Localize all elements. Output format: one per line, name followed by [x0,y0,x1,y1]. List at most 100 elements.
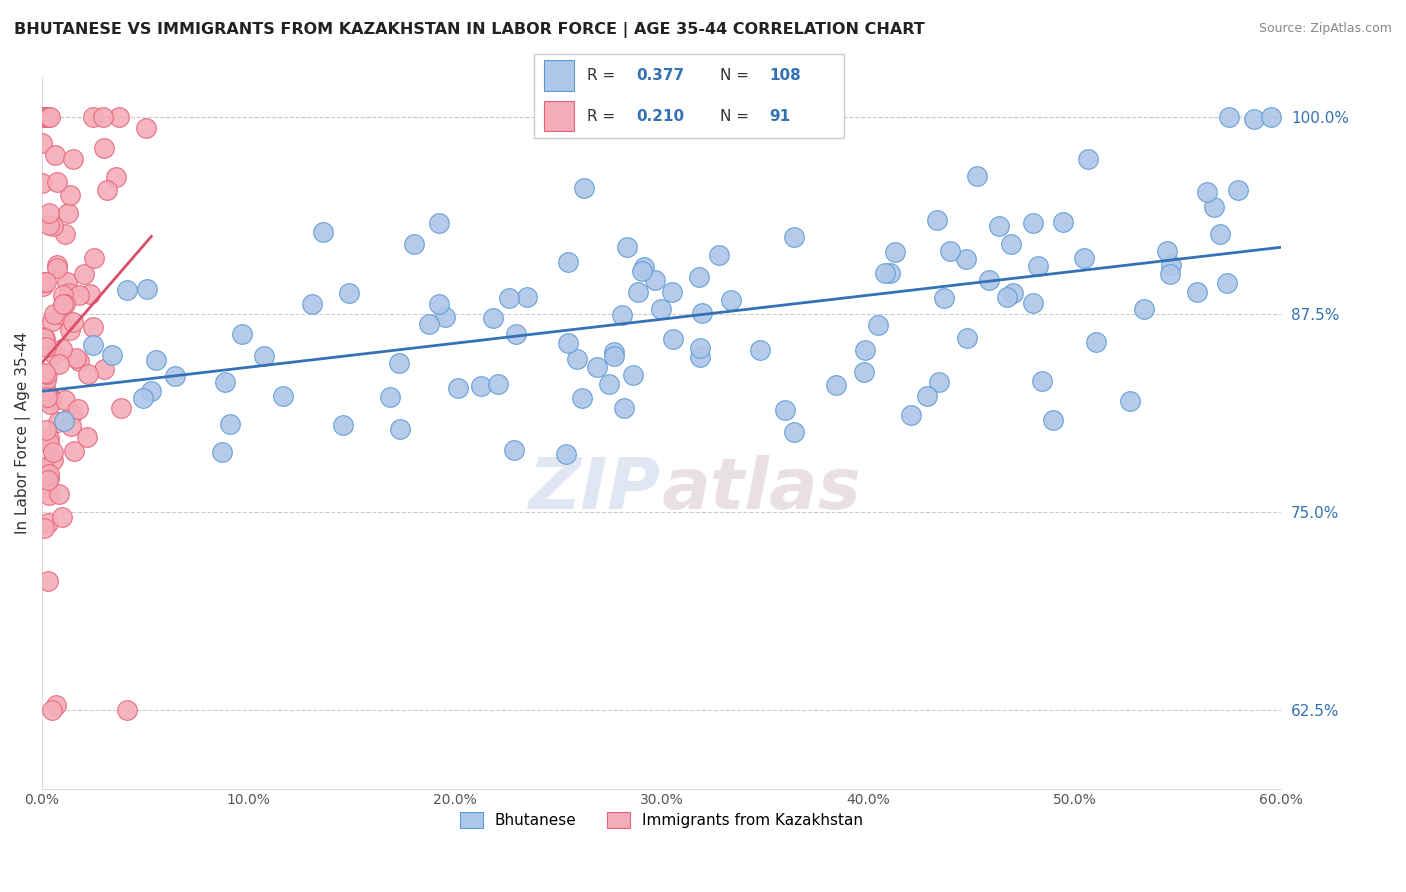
Point [1243,112,1265,127]
Point [42,347,65,361]
Point [35,423,58,437]
Point [301,297,323,311]
Point [773,402,796,417]
Point [76,430,98,444]
Point [661,285,683,299]
Point [707,248,730,262]
Point [1000,237,1022,252]
Point [42,307,65,321]
Point [447,381,470,395]
Point [93,362,115,376]
Point [79,287,101,301]
Point [1132,301,1154,316]
Legend: Bhutanese, Immigrants from Kazakhstan: Bhutanese, Immigrants from Kazakhstan [454,806,869,834]
Point [35,110,58,124]
Point [51,342,73,356]
Point [231,327,253,342]
Point [59,323,82,337]
Point [37,368,59,382]
Point [873,266,896,280]
Point [41,452,63,467]
Point [603,349,626,363]
Bar [544,61,575,91]
Point [46,258,69,272]
Point [690,306,713,320]
Point [38,206,60,220]
Point [52,287,75,301]
Point [633,260,655,275]
Point [31,110,53,124]
Point [662,332,685,346]
Point [610,308,633,322]
Point [627,285,650,300]
Point [1195,185,1218,199]
Point [56,206,79,220]
Point [689,341,711,355]
Point [32,110,55,124]
Point [48,357,70,371]
Y-axis label: In Labor Force | Age 35-44: In Labor Force | Age 35-44 [15,332,31,534]
Point [96,183,118,197]
Point [34,333,56,347]
Point [427,297,450,311]
Point [53,414,76,428]
Point [613,401,636,415]
Bar [544,101,575,131]
Point [598,376,620,391]
Point [388,422,411,436]
Point [83,251,105,265]
Point [1118,393,1140,408]
Point [966,169,988,183]
Point [60,407,83,421]
Point [486,377,509,392]
Point [39,391,62,405]
Point [145,353,167,368]
Point [67,288,90,302]
Point [32,391,55,405]
Point [35,373,58,387]
Point [37,574,59,588]
Point [1042,413,1064,427]
Point [42,445,65,459]
Point [312,226,335,240]
Point [1156,244,1178,258]
Text: 108: 108 [769,68,801,83]
Point [1187,285,1209,299]
Point [1260,110,1282,124]
Point [402,237,425,252]
Point [52,297,75,311]
Point [48,487,70,501]
Point [37,110,59,124]
Point [503,443,526,458]
Point [934,291,956,305]
Point [34,366,56,380]
Text: Source: ZipAtlas.com: Source: ZipAtlas.com [1258,22,1392,36]
Point [55,275,77,289]
Point [35,390,58,404]
Point [32,460,55,475]
Point [505,327,527,342]
Point [271,389,294,403]
Point [39,110,62,124]
Point [516,289,538,303]
Point [38,471,60,485]
Point [35,384,58,399]
Point [332,418,354,433]
Point [38,218,60,232]
Point [1022,296,1045,310]
Point [1077,153,1099,167]
Point [824,377,846,392]
Point [91,110,114,124]
Point [82,338,104,352]
Point [1160,258,1182,272]
Point [1052,215,1074,229]
Point [62,315,84,329]
Point [51,509,73,524]
Point [135,121,157,136]
Point [35,275,58,289]
Point [1026,259,1049,273]
Point [979,273,1001,287]
Point [39,397,62,411]
Point [38,467,60,482]
Point [62,152,84,166]
